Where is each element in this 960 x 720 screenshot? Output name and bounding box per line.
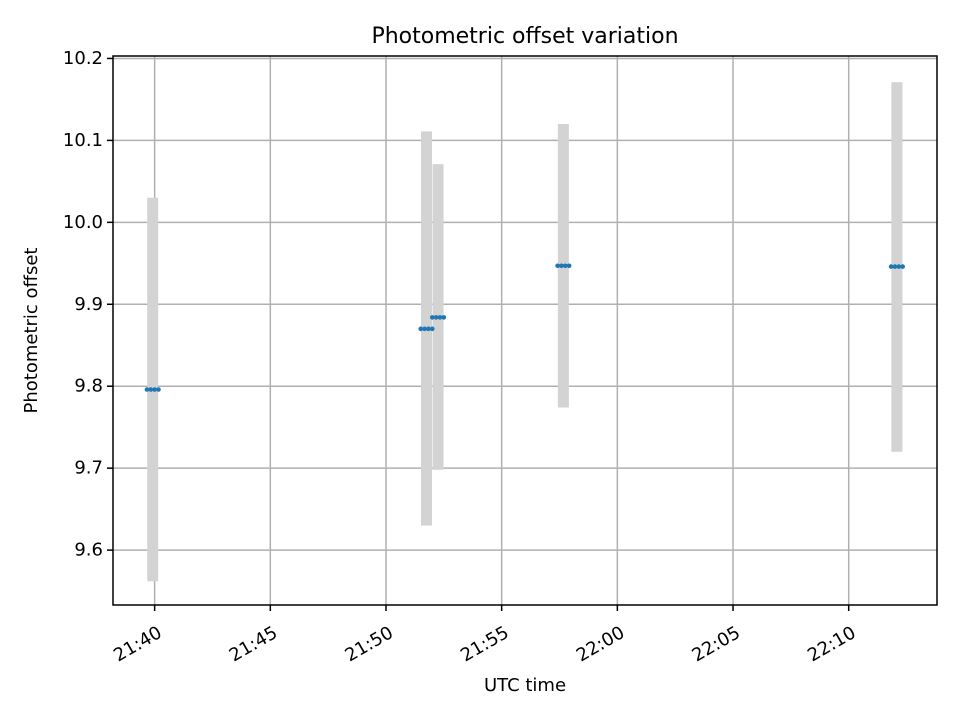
data-point bbox=[429, 326, 435, 332]
data-point bbox=[426, 326, 431, 332]
plot-frame bbox=[112, 55, 938, 606]
y-tick-label: 10.0 bbox=[63, 212, 103, 233]
grid-layer bbox=[113, 56, 937, 605]
x-axis-ticks: 21:40 21:45 21:50 21:55 22:00 22:05 22:10 bbox=[110, 605, 860, 666]
chart-title: Photometric offset variation bbox=[371, 24, 678, 49]
data-point bbox=[566, 263, 572, 269]
x-tick-label: 22:00 bbox=[573, 622, 628, 666]
point-layer bbox=[144, 263, 905, 392]
x-tick-label: 21:55 bbox=[457, 622, 512, 666]
data-point bbox=[555, 263, 560, 269]
y-axis-ticks: 9.6 9.7 9.8 9.9 10.0 10.1 10.2 bbox=[63, 48, 113, 561]
x-tick-label: 21:50 bbox=[341, 622, 396, 666]
data-point bbox=[892, 264, 898, 269]
y-tick-label: 10.2 bbox=[63, 48, 103, 69]
data-point bbox=[896, 264, 902, 269]
x-tick-label: 22:05 bbox=[688, 622, 743, 666]
data-point bbox=[422, 326, 427, 332]
y-tick-label: 9.7 bbox=[74, 458, 103, 479]
data-point bbox=[888, 264, 894, 269]
data-point bbox=[144, 387, 150, 392]
y-tick-label: 9.9 bbox=[74, 294, 103, 315]
data-point bbox=[559, 263, 564, 269]
data-point bbox=[156, 387, 161, 392]
x-axis-label: UTC time bbox=[484, 675, 566, 696]
x-tick-label: 21:45 bbox=[226, 622, 281, 666]
data-point bbox=[433, 315, 439, 320]
y-axis-label: Photometric offset bbox=[21, 248, 42, 414]
data-point bbox=[900, 264, 905, 269]
data-point bbox=[437, 315, 443, 320]
x-tick-label: 22:10 bbox=[804, 622, 859, 666]
y-tick-label: 9.6 bbox=[74, 540, 103, 561]
data-point bbox=[562, 263, 568, 269]
data-point bbox=[429, 315, 435, 320]
y-tick-label: 10.1 bbox=[63, 130, 103, 151]
data-point bbox=[441, 315, 447, 320]
x-tick-label: 21:40 bbox=[110, 622, 165, 666]
errorbar-layer bbox=[147, 82, 903, 582]
y-tick-label: 9.8 bbox=[74, 376, 103, 397]
data-point bbox=[418, 326, 423, 332]
data-point bbox=[148, 387, 154, 392]
data-point bbox=[152, 387, 157, 392]
